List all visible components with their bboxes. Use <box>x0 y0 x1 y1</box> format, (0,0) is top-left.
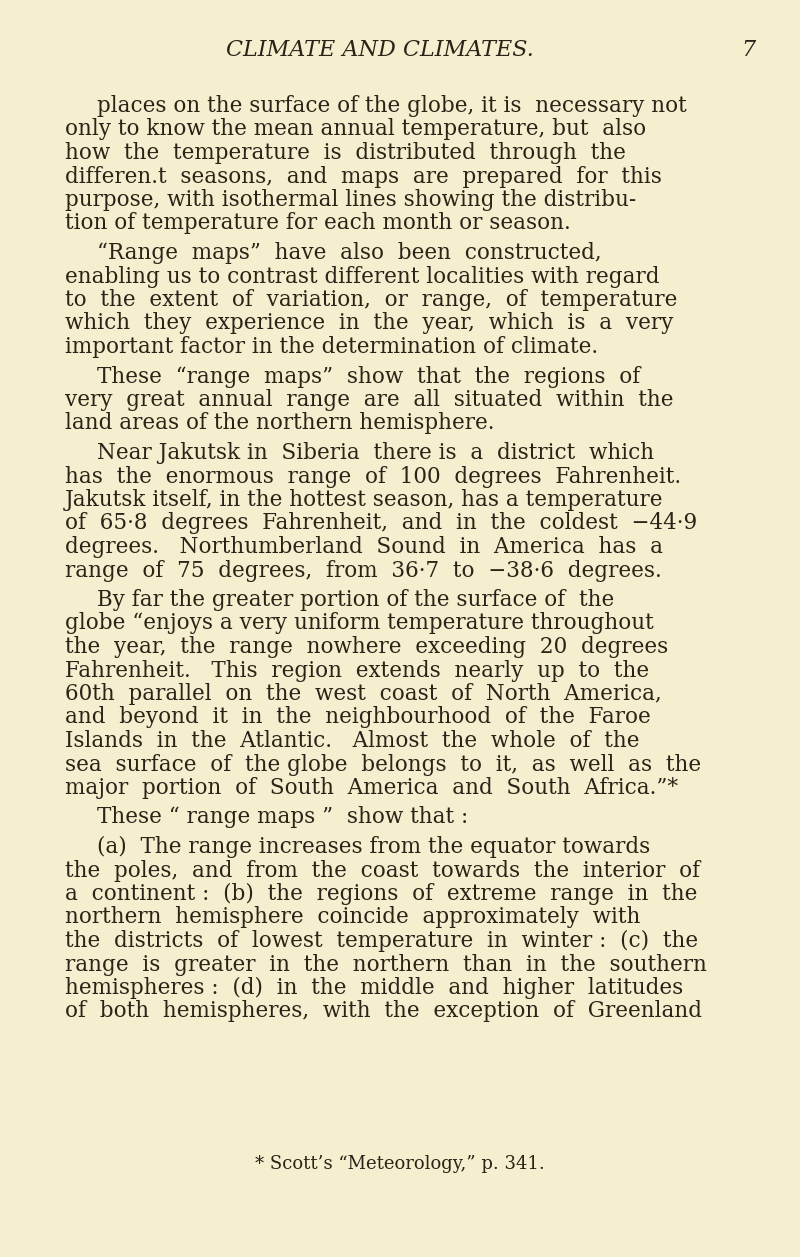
Text: the  year,  the  range  nowhere  exceeding  20  degrees: the year, the range nowhere exceeding 20… <box>65 636 668 657</box>
Text: the  districts  of  lowest  temperature  in  winter :  (c)  the: the districts of lowest temperature in w… <box>65 930 698 952</box>
Text: how  the  temperature  is  distributed  through  the: how the temperature is distributed throu… <box>65 142 626 163</box>
Text: 60th  parallel  on  the  west  coast  of  North  America,: 60th parallel on the west coast of North… <box>65 683 662 705</box>
Text: sea  surface  of  the globe  belongs  to  it,  as  well  as  the: sea surface of the globe belongs to it, … <box>65 753 701 776</box>
Text: important factor in the determination of climate.: important factor in the determination of… <box>65 336 598 358</box>
Text: Islands  in  the  Atlantic.   Almost  the  whole  of  the: Islands in the Atlantic. Almost the whol… <box>65 730 639 752</box>
Text: differen.t  seasons,  and  maps  are  prepared  for  this: differen.t seasons, and maps are prepare… <box>65 166 662 187</box>
Text: northern  hemisphere  coincide  approximately  with: northern hemisphere coincide approximate… <box>65 906 640 929</box>
Text: “Range  maps”  have  also  been  constructed,: “Range maps” have also been constructed, <box>97 243 602 264</box>
Text: Near Jakutsk in  Siberia  there is  a  district  which: Near Jakutsk in Siberia there is a distr… <box>97 442 654 464</box>
Text: the  poles,  and  from  the  coast  towards  the  interior  of: the poles, and from the coast towards th… <box>65 860 700 881</box>
Text: (a)  The range increases from the equator towards: (a) The range increases from the equator… <box>97 836 650 859</box>
Text: places on the surface of the globe, it is  necessary not: places on the surface of the globe, it i… <box>97 96 686 117</box>
Text: land areas of the northern hemisphere.: land areas of the northern hemisphere. <box>65 412 494 435</box>
Text: which  they  experience  in  the  year,  which  is  a  very: which they experience in the year, which… <box>65 313 674 334</box>
Text: hemispheres :  (d)  in  the  middle  and  higher  latitudes: hemispheres : (d) in the middle and high… <box>65 977 683 999</box>
Text: of  65·8  degrees  Fahrenheit,  and  in  the  coldest  −44·9: of 65·8 degrees Fahrenheit, and in the c… <box>65 513 698 534</box>
Text: degrees.   Northumberland  Sound  in  America  has  a: degrees. Northumberland Sound in America… <box>65 535 663 558</box>
Text: range  is  greater  in  the  northern  than  in  the  southern: range is greater in the northern than in… <box>65 954 707 975</box>
Text: Jakutsk itself, in the hottest season, has a temperature: Jakutsk itself, in the hottest season, h… <box>65 489 663 512</box>
Text: only to know the mean annual temperature, but  also: only to know the mean annual temperature… <box>65 118 646 141</box>
Text: CLIMATE AND CLIMATES.: CLIMATE AND CLIMATES. <box>226 39 534 62</box>
Text: major  portion  of  South  America  and  South  Africa.”*: major portion of South America and South… <box>65 777 678 799</box>
Text: and  beyond  it  in  the  neighbourhood  of  the  Faroe: and beyond it in the neighbourhood of th… <box>65 706 650 729</box>
Text: range  of  75  degrees,  from  36·7  to  −38·6  degrees.: range of 75 degrees, from 36·7 to −38·6 … <box>65 559 662 582</box>
Text: These  “range  maps”  show  that  the  regions  of: These “range maps” show that the regions… <box>97 366 640 387</box>
Text: purpose, with isothermal lines showing the distribu-: purpose, with isothermal lines showing t… <box>65 189 636 211</box>
Text: By far the greater portion of the surface of  the: By far the greater portion of the surfac… <box>97 590 614 611</box>
Text: * Scott’s “Meteorology,” p. 341.: * Scott’s “Meteorology,” p. 341. <box>255 1155 545 1173</box>
Text: globe “enjoys a very uniform temperature throughout: globe “enjoys a very uniform temperature… <box>65 612 654 635</box>
Text: These “ range maps ”  show that :: These “ range maps ” show that : <box>97 807 468 828</box>
Text: of  both  hemispheres,  with  the  exception  of  Greenland: of both hemispheres, with the exception … <box>65 1001 702 1022</box>
Text: tion of temperature for each month or season.: tion of temperature for each month or se… <box>65 212 570 235</box>
Text: enabling us to contrast different localities with regard: enabling us to contrast different locali… <box>65 265 659 288</box>
Text: very  great  annual  range  are  all  situated  within  the: very great annual range are all situated… <box>65 388 674 411</box>
Text: a  continent :  (b)  the  regions  of  extreme  range  in  the: a continent : (b) the regions of extreme… <box>65 882 698 905</box>
Text: Fahrenheit.   This  region  extends  nearly  up  to  the: Fahrenheit. This region extends nearly u… <box>65 660 649 681</box>
Text: to  the  extent  of  variation,  or  range,  of  temperature: to the extent of variation, or range, of… <box>65 289 678 310</box>
Text: 7: 7 <box>741 39 755 62</box>
Text: has  the  enormous  range  of  100  degrees  Fahrenheit.: has the enormous range of 100 degrees Fa… <box>65 465 681 488</box>
